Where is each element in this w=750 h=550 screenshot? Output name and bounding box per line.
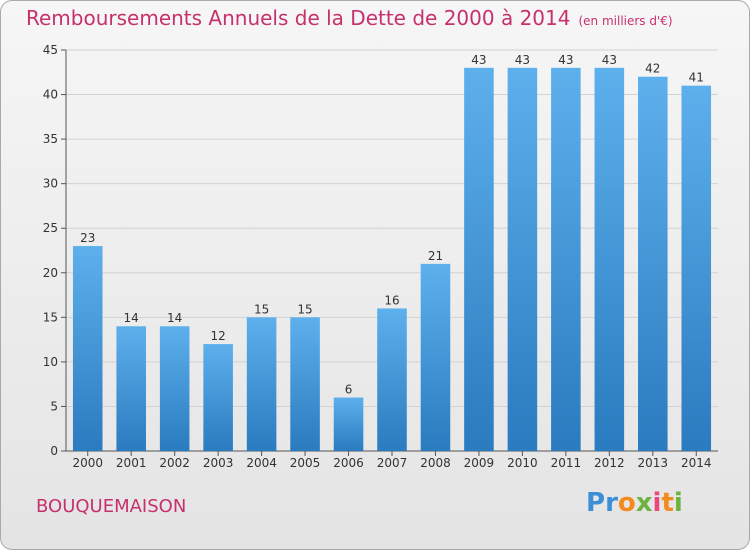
value-label: 14 (167, 311, 182, 325)
bar-2006 (333, 397, 364, 451)
x-tick-label: 2000 (72, 456, 103, 470)
bar-2009 (464, 67, 494, 452)
value-label: 15 (254, 302, 269, 316)
bar-2008 (420, 263, 451, 451)
y-tick-label: 10 (43, 355, 58, 369)
bar-2007 (377, 308, 407, 451)
bar-2001 (116, 326, 146, 451)
bar-2000 (72, 246, 103, 451)
value-label: 43 (602, 53, 617, 67)
x-tick-label: 2010 (507, 456, 538, 470)
value-label: 42 (645, 62, 660, 76)
x-tick-label: 2013 (638, 456, 669, 470)
value-label: 14 (124, 311, 139, 325)
y-tick-label: 15 (43, 310, 58, 324)
y-tick-label: 25 (43, 221, 58, 235)
y-tick-label: 45 (43, 43, 58, 57)
commune-name: BOUQUEMAISON (36, 496, 187, 517)
x-tick-label: 2003 (203, 456, 234, 470)
value-label: 16 (384, 293, 399, 307)
value-label: 15 (297, 302, 312, 316)
value-label: 23 (80, 231, 95, 245)
x-tick-label: 2008 (420, 456, 451, 470)
y-tick-label: 5 (50, 399, 58, 413)
y-tick-label: 35 (43, 132, 58, 146)
x-tick-label: 2011 (551, 456, 582, 470)
x-tick-label: 2004 (246, 456, 277, 470)
y-tick-label: 20 (43, 266, 58, 280)
x-tick-label: 2001 (116, 456, 147, 470)
x-tick-label: 2002 (159, 456, 190, 470)
bar-2014 (681, 85, 712, 452)
bar-2003 (203, 344, 233, 451)
bar-2011 (551, 67, 581, 452)
y-tick-label: 40 (43, 88, 58, 102)
x-tick-label: 2014 (681, 456, 712, 470)
x-tick-label: 2007 (377, 456, 408, 470)
value-label: 43 (515, 53, 530, 67)
bar-2005 (290, 317, 320, 451)
value-label: 41 (689, 71, 704, 85)
chart-title: Remboursements Annuels de la Dette de 20… (26, 6, 673, 30)
bar-2012 (594, 67, 625, 452)
x-tick-label: 2012 (594, 456, 625, 470)
value-label: 21 (428, 249, 443, 263)
value-label: 43 (558, 53, 573, 67)
value-label: 6 (345, 383, 353, 397)
y-tick-label: 30 (43, 177, 58, 191)
bar-2004 (246, 317, 277, 451)
value-label: 12 (210, 329, 225, 343)
x-tick-label: 2005 (290, 456, 321, 470)
chart-title-text: Remboursements Annuels de la Dette de 20… (26, 6, 571, 30)
x-tick-label: 2009 (464, 456, 495, 470)
bar-2002 (159, 326, 190, 451)
chart-subtitle: (en milliers d'€) (578, 14, 673, 28)
x-tick-label: 2006 (333, 456, 364, 470)
y-tick-label: 0 (50, 444, 58, 458)
bar-2010 (507, 67, 538, 452)
value-label: 43 (471, 53, 486, 67)
bar-2013 (638, 76, 668, 451)
proxiti-logo: Proxiti (586, 488, 683, 518)
